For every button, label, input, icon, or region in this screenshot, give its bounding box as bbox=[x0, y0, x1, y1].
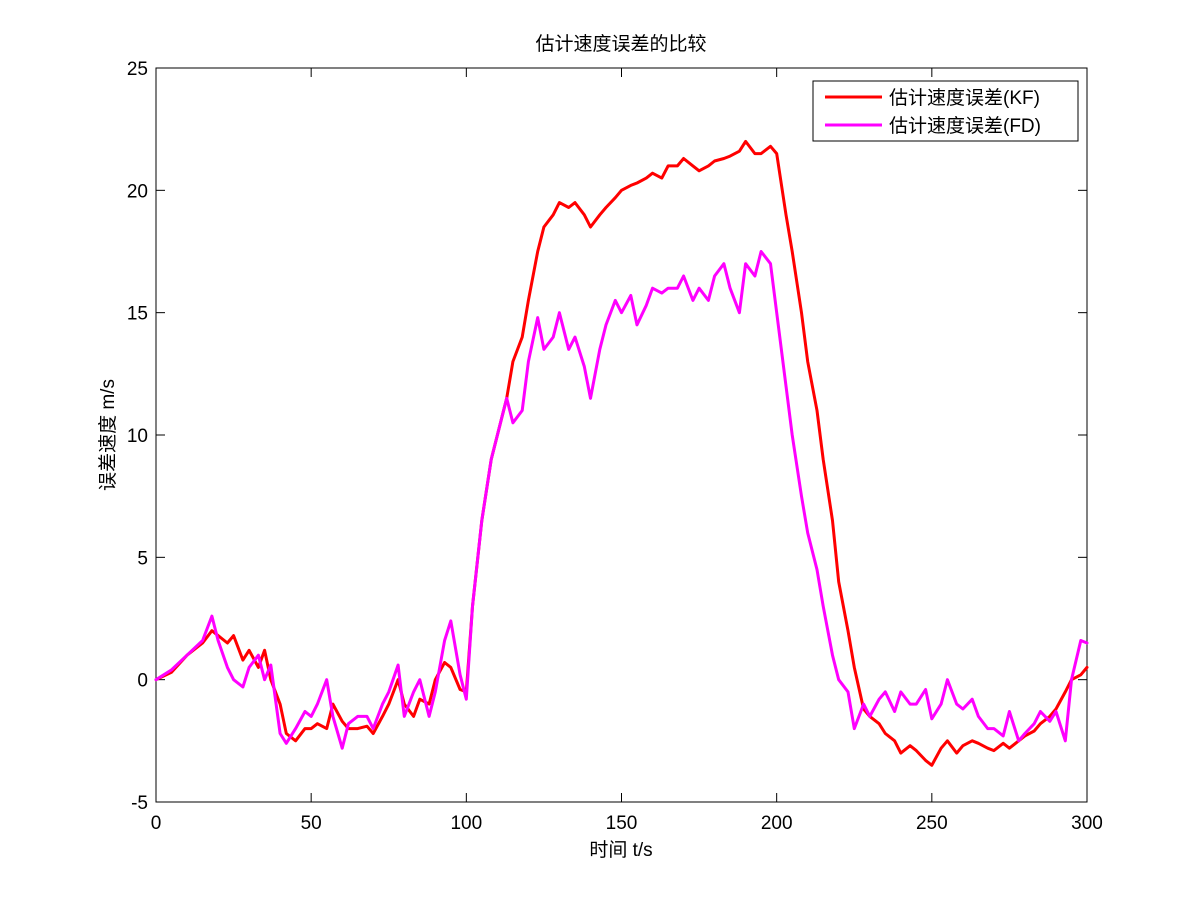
legend-label-fd: 估计速度误差(FD) bbox=[889, 115, 1041, 137]
plot-area bbox=[155, 67, 1088, 803]
legend: 估计速度误差(KF) 估计速度误差(FD) bbox=[812, 80, 1079, 142]
x-tick-label: 100 bbox=[450, 813, 482, 834]
series-line-kf bbox=[154, 139, 1089, 767]
series-line-fd bbox=[154, 250, 1089, 750]
y-tick-label: 15 bbox=[127, 304, 148, 325]
series-layer bbox=[154, 139, 1089, 767]
y-axis-ticks: -5 0 5 10 15 20 25 bbox=[127, 59, 1087, 814]
legend-box bbox=[812, 80, 1079, 142]
x-axis-label: 时间 t/s bbox=[589, 839, 652, 861]
x-tick-label: 250 bbox=[916, 813, 948, 834]
x-tick-label: 150 bbox=[606, 813, 638, 834]
y-axis-label: 误差速度 m/s bbox=[97, 379, 119, 491]
y-tick-label: 25 bbox=[127, 59, 148, 80]
x-tick-label: 0 bbox=[151, 813, 162, 834]
x-axis-ticks: 0 50 100 150 200 250 300 bbox=[151, 68, 1103, 834]
y-tick-label: 5 bbox=[137, 548, 148, 569]
x-tick-label: 200 bbox=[761, 813, 793, 834]
y-tick-label: 10 bbox=[127, 426, 148, 447]
x-tick-label: 300 bbox=[1071, 813, 1103, 834]
chart-title: 估计速度误差的比较 bbox=[535, 33, 706, 55]
legend-label-kf: 估计速度误差(KF) bbox=[889, 87, 1040, 109]
y-tick-label: 20 bbox=[127, 181, 148, 202]
y-tick-label: 0 bbox=[137, 671, 148, 692]
x-tick-label: 50 bbox=[301, 813, 322, 834]
y-tick-label: -5 bbox=[131, 793, 148, 814]
